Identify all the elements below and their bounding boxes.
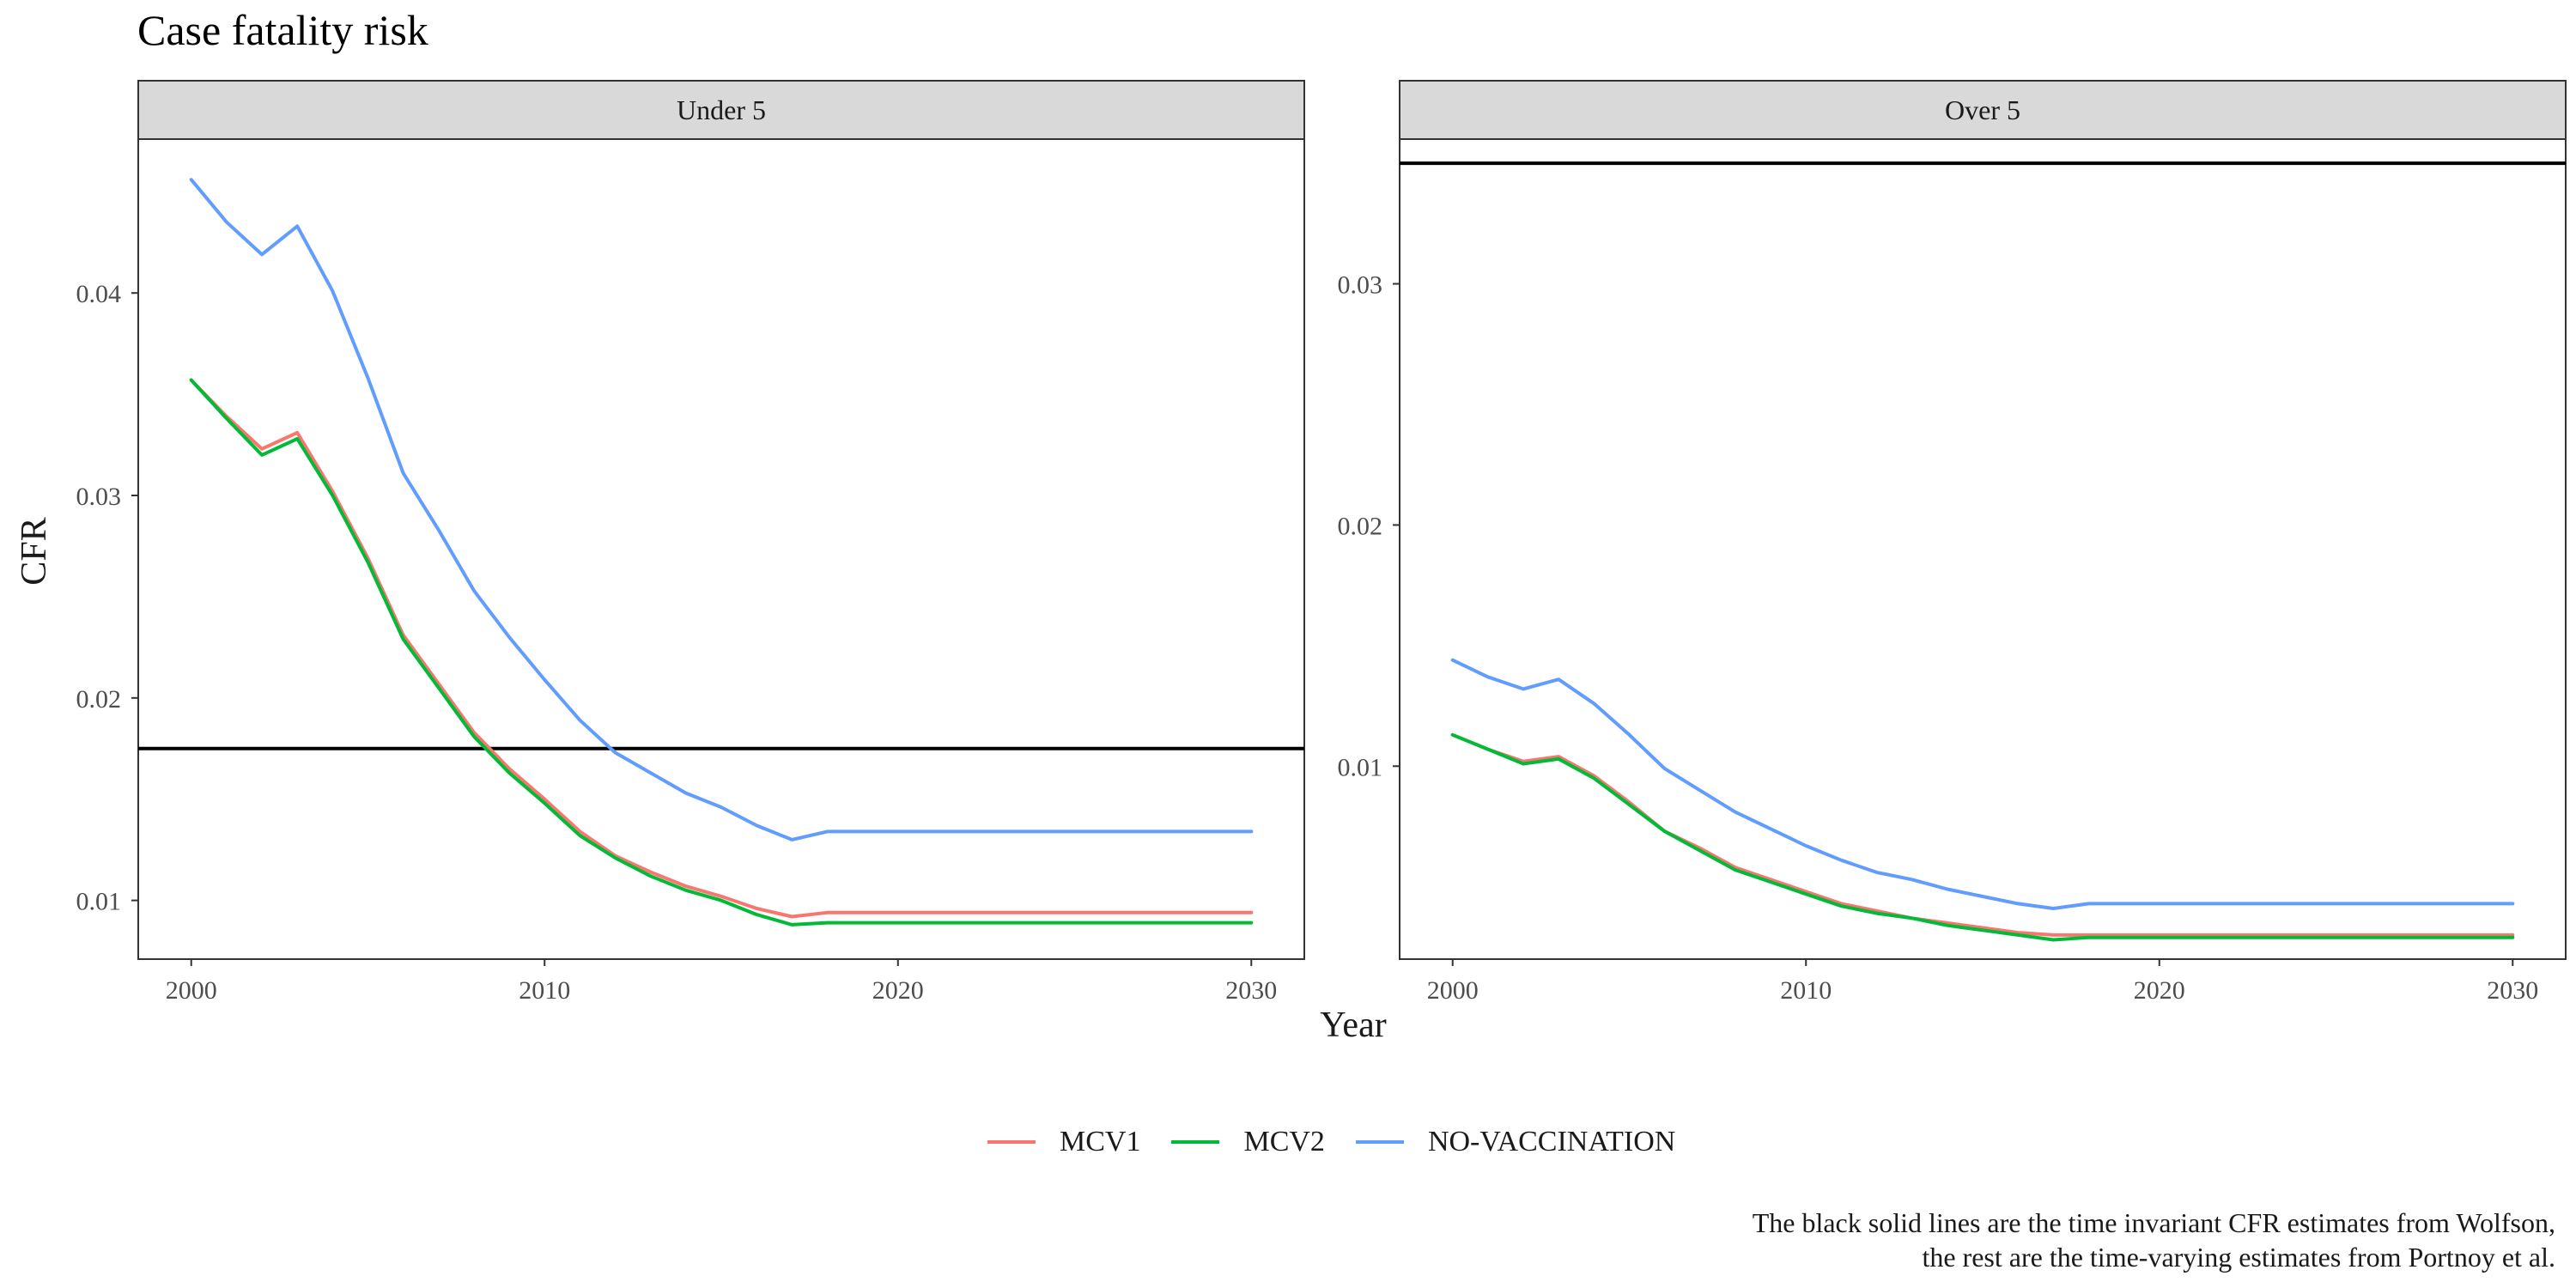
facet-under-5-series-no-vaccination	[189, 178, 1254, 841]
chart-caption: The black solid lines are the time invar…	[1753, 1206, 2555, 1274]
facet-under-5-y-tick-label: 0.01	[76, 888, 122, 916]
facet-under-5-series-mcv1	[189, 378, 1254, 919]
legend-item-mcv2: MCV2	[1171, 1126, 1325, 1158]
x-axis-label: Year	[1320, 1005, 1387, 1045]
facet-under-5-x-tick-label: 2030	[1225, 976, 1277, 1005]
facet-over-5-series-no-vaccination	[1450, 658, 2515, 910]
facet-over-5-x-tick-label: 2010	[1780, 976, 1832, 1005]
legend-label-no-vaccination: NO-VACCINATION	[1427, 1126, 1676, 1157]
facet-under-5-series-mcv2	[189, 378, 1254, 927]
facet-over-5-series-mcv2	[1450, 732, 2515, 942]
chart-legend: MCV1 MCV2 NO-VACCINATION	[987, 1121, 1706, 1163]
facet-under-5-x-tick-label: 2010	[519, 976, 570, 1005]
caption-line-2: the rest are the time-varying estimates …	[1922, 1242, 2555, 1273]
chart-title: Case fatality risk	[137, 6, 428, 54]
legend-label-mcv1: MCV1	[1060, 1126, 1141, 1157]
legend-key-no-vaccination	[1355, 1140, 1404, 1144]
facet-under-5-strip-label: Under 5	[677, 94, 766, 125]
facet-over-5-strip-label: Over 5	[1945, 94, 2020, 125]
facet-over-5-strip	[1399, 80, 2567, 140]
facet-under-5-panel: Under 5 0.01 0.02 0.03 0.04 2000 2010 2020 2030	[76, 80, 1305, 1005]
facet-over-5-y-tick-label: 0.03	[1338, 271, 1383, 300]
facet-under-5-x-tick-label: 2020	[872, 976, 924, 1005]
facet-over-5-y-tick-label: 0.01	[1338, 753, 1383, 781]
facet-over-5-y-tick-label: 0.02	[1338, 512, 1383, 540]
facet-over-5-panel: Over 5 0.01 0.02 0.03 2000 2010 2020 2030	[1338, 80, 2567, 1005]
facet-under-5-y-tick-label: 0.03	[76, 483, 122, 511]
facet-over-5-series-mcv1	[1450, 732, 2515, 937]
legend-item-no-vaccination: NO-VACCINATION	[1355, 1126, 1676, 1158]
facet-under-5-y-tick-label: 0.02	[76, 685, 122, 714]
legend-label-mcv2: MCV2	[1243, 1126, 1325, 1157]
facet-under-5-x-tick-label: 2000	[166, 976, 217, 1005]
facet-over-5-x-tick-label: 2000	[1427, 976, 1479, 1005]
facet-over-5-x-tick-label: 2030	[2487, 976, 2538, 1005]
facet-under-5-border	[137, 138, 1305, 960]
legend-item-mcv1: MCV1	[987, 1126, 1140, 1158]
facet-under-5-y-tick-label: 0.04	[76, 280, 122, 308]
facet-over-5-x-tick-label: 2020	[2134, 976, 2185, 1005]
caption-line-1: The black solid lines are the time invar…	[1752, 1207, 2555, 1238]
facet-over-5-border	[1399, 138, 2567, 960]
legend-key-mcv1	[987, 1140, 1036, 1144]
legend-key-mcv2	[1171, 1140, 1220, 1144]
